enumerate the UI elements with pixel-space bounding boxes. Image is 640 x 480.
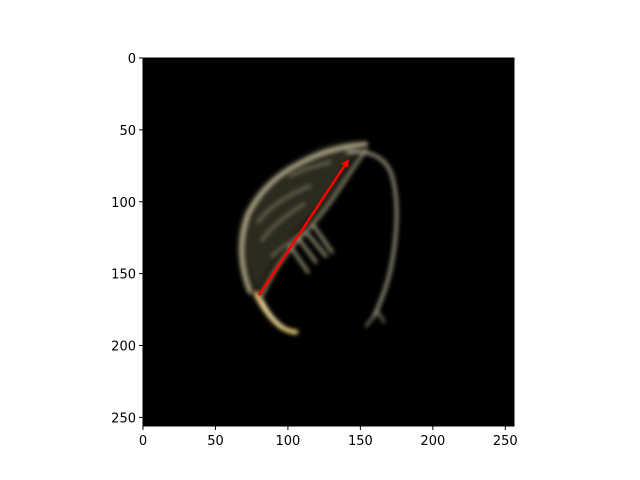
y-tick-label: 50 (119, 124, 136, 139)
annotation-arrow (257, 158, 349, 296)
y-axis: 0 50 100 150 200 250 (111, 52, 143, 426)
image-background (143, 58, 514, 426)
x-axis: 0 50 100 150 200 250 (139, 426, 518, 449)
y-tick-label: 0 (128, 52, 136, 67)
x-tick-label: 200 (420, 434, 445, 449)
y-tick-label: 150 (111, 268, 136, 283)
x-tick-label: 0 (139, 434, 147, 449)
x-tick-label: 150 (348, 434, 373, 449)
image-panel (142, 57, 515, 427)
x-tick-label: 250 (493, 434, 518, 449)
x-tick-label: 50 (207, 434, 224, 449)
y-tick-label: 250 (111, 411, 136, 426)
axes-frame (142, 57, 515, 427)
y-tick-label: 100 (111, 196, 136, 211)
x-tick-label: 100 (276, 434, 301, 449)
y-tick-label: 200 (111, 340, 136, 355)
